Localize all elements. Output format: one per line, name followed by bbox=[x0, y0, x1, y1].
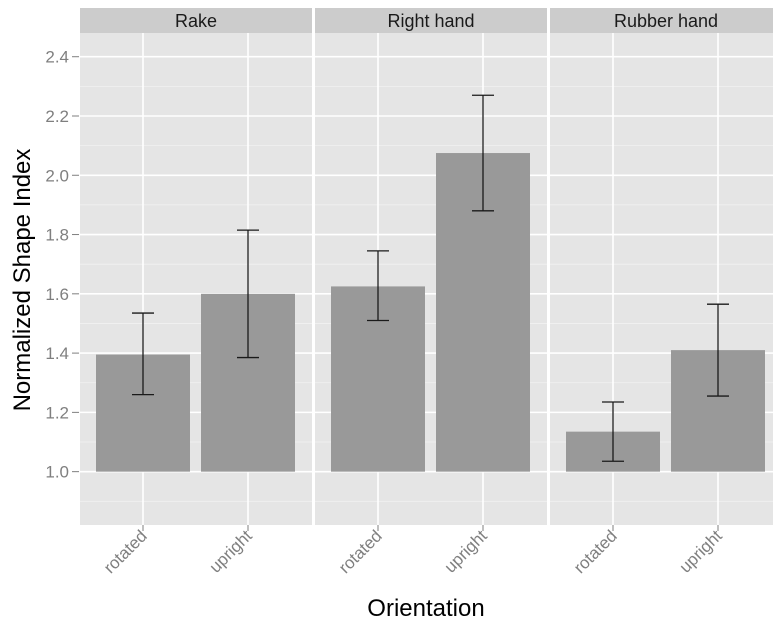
y-tick-label: 2.0 bbox=[45, 166, 69, 185]
y-tick-label: 1.2 bbox=[45, 403, 69, 422]
facet-strip bbox=[315, 8, 547, 33]
x-tick-label: upright bbox=[441, 526, 491, 576]
y-tick-label: 1.6 bbox=[45, 285, 69, 304]
y-axis-title: Normalized Shape Index bbox=[9, 149, 36, 412]
facet-strip-label: Right hand bbox=[387, 11, 474, 31]
y-tick-label: 2.4 bbox=[45, 48, 69, 67]
chart-panels: Rake rotated upright Right hand rotated uprig… bbox=[80, 8, 773, 577]
panel-rubber-hand: Rubber hand rotated upright bbox=[550, 8, 773, 577]
facet-strip-label: Rubber hand bbox=[614, 11, 718, 31]
panel-right-hand: Right hand rotated upright bbox=[315, 8, 547, 577]
facet-strip-label: Rake bbox=[175, 11, 217, 31]
facet-strip bbox=[550, 8, 773, 33]
y-tick-label: 1.8 bbox=[45, 226, 69, 245]
x-tick-label: upright bbox=[676, 526, 726, 576]
x-axis-title: Orientation bbox=[367, 595, 484, 622]
panel-rake: Rake rotated upright bbox=[80, 8, 312, 577]
x-tick-label: rotated bbox=[100, 526, 151, 577]
y-axis: 1.0 1.2 1.4 1.6 1.8 2.0 2.2 2.4 bbox=[45, 48, 79, 482]
y-tick-label: 1.0 bbox=[45, 463, 69, 482]
y-tick-label: 1.4 bbox=[45, 344, 69, 363]
x-tick-label: upright bbox=[206, 526, 256, 576]
y-tick-label: 2.2 bbox=[45, 107, 69, 126]
x-tick-label: rotated bbox=[335, 526, 386, 577]
x-tick-label: rotated bbox=[570, 526, 621, 577]
facet-strip bbox=[80, 8, 312, 33]
